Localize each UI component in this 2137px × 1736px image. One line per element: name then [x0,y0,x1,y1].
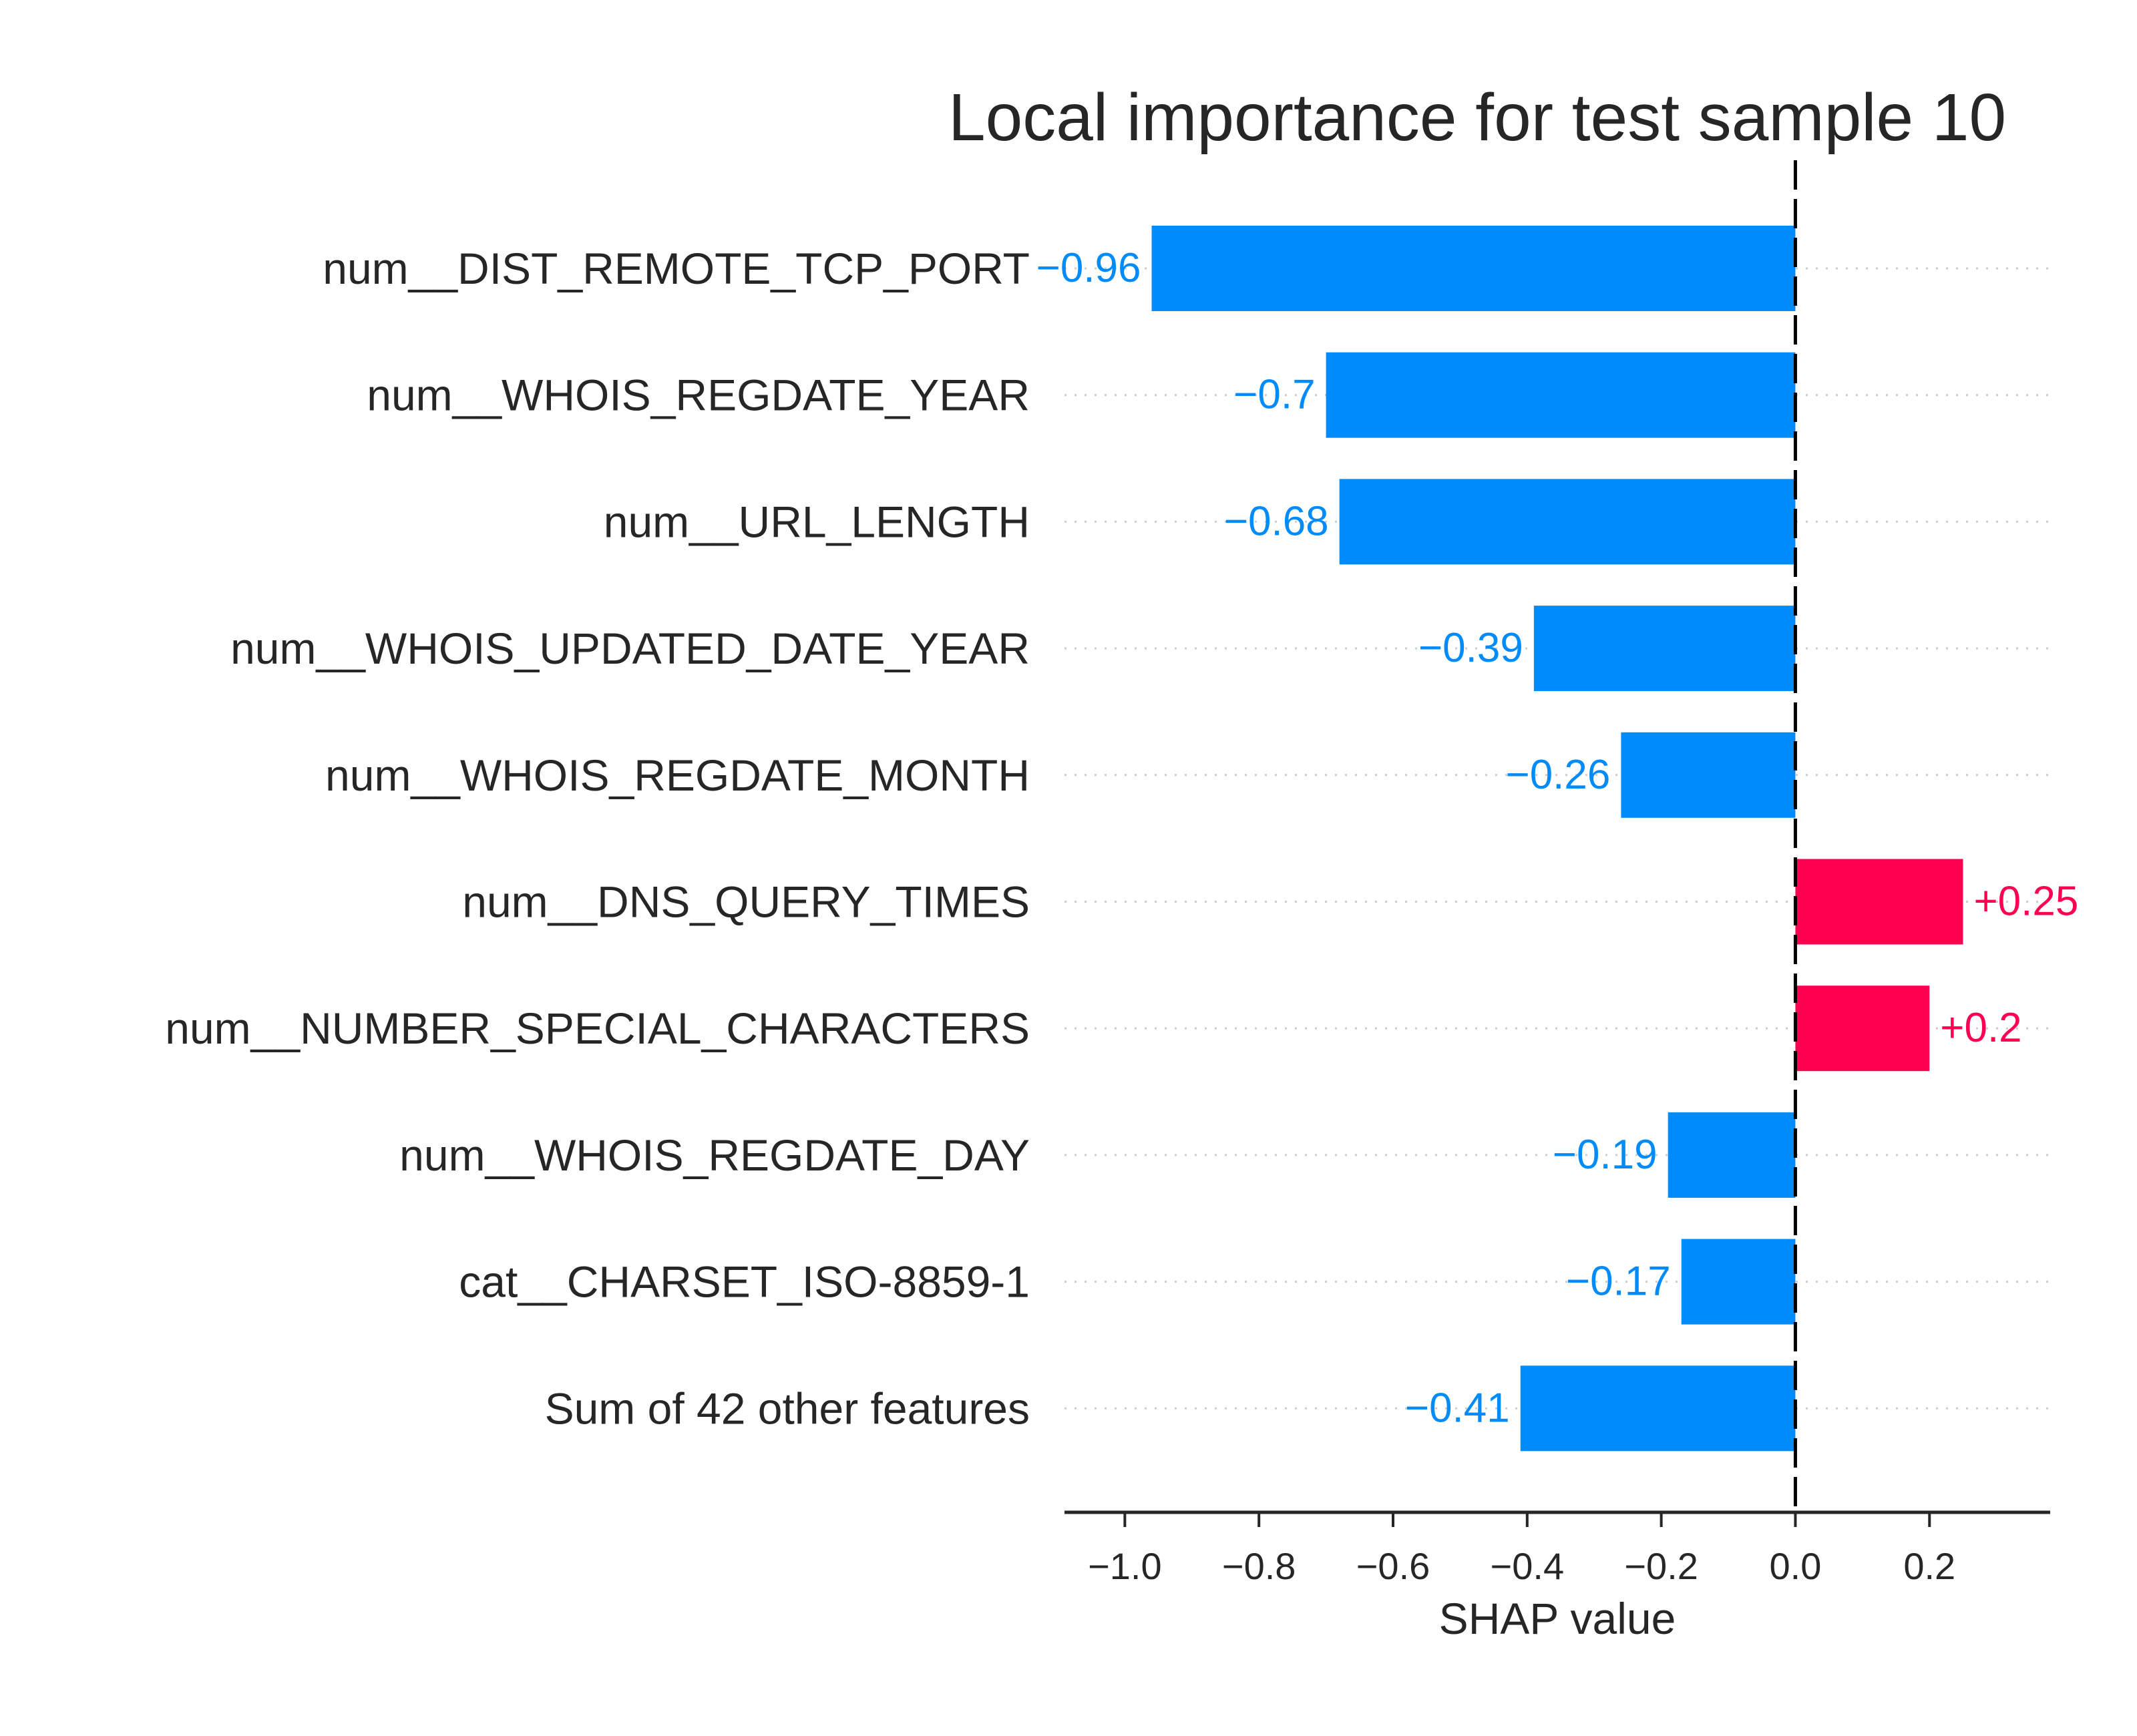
value-label: −0.26 [1505,752,1610,798]
x-tick-label: −0.4 [1491,1545,1565,1587]
value-label: −0.68 [1224,498,1329,544]
category-label: num__WHOIS_REGDATE_DAY [399,1130,1030,1180]
bars [1151,226,1963,1452]
x-tick-label: −0.8 [1222,1545,1296,1587]
value-label: +0.2 [1940,1005,2021,1051]
value-label: +0.25 [1973,879,2078,925]
x-tick-label: −0.6 [1356,1545,1430,1587]
bar [1520,1365,1796,1452]
value-label: −0.96 [1036,245,1141,291]
value-label: −0.19 [1553,1132,1658,1178]
bar [1621,732,1796,818]
x-tick-label: −1.0 [1088,1545,1162,1587]
bar [1795,859,1963,945]
category-label: num__DNS_QUERY_TIMES [462,877,1030,927]
value-label: −0.7 [1233,372,1315,418]
category-labels: num__DIST_REMOTE_TCP_PORT num__WHOIS_REGD… [165,244,1030,1433]
bar [1533,606,1796,692]
x-tick-label: 0.2 [1903,1545,1955,1587]
x-tick-label: 0.0 [1770,1545,1822,1587]
value-labels: −0.96 −0.7 −0.68 −0.39 −0.26 +0.25 +0.2 −0.19 −0… [1036,245,2079,1431]
value-label: −0.41 [1405,1385,1510,1431]
bar [1326,352,1796,438]
x-axis: −1.0 −0.8 −0.6 −0.4 −0.2 0.0 0.2 [1064,1510,2050,1587]
x-tick-label: −0.2 [1624,1545,1698,1587]
x-axis-title: SHAP value [1439,1594,1676,1643]
value-label: −0.39 [1418,625,1523,671]
value-label: −0.17 [1566,1259,1671,1305]
bar [1681,1239,1796,1325]
bar [1339,479,1796,565]
chart-title: Local importance for test sample 10 [948,80,2006,155]
category-label: num__DIST_REMOTE_TCP_PORT [323,244,1030,293]
category-label: num__URL_LENGTH [604,497,1030,546]
category-label: num__WHOIS_REGDATE_MONTH [325,750,1030,800]
category-label: num__WHOIS_REGDATE_YEAR [367,371,1030,420]
category-label: cat__CHARSET_ISO-8859-1 [459,1257,1030,1307]
category-label: num__WHOIS_UPDATED_DATE_YEAR [230,624,1030,673]
bar [1795,986,1930,1072]
category-label: Sum of 42 other features [545,1383,1030,1433]
bar [1668,1112,1796,1198]
grid-lines [1064,267,2050,1409]
bar [1151,226,1796,311]
category-label: num__NUMBER_SPECIAL_CHARACTERS [165,1004,1030,1053]
